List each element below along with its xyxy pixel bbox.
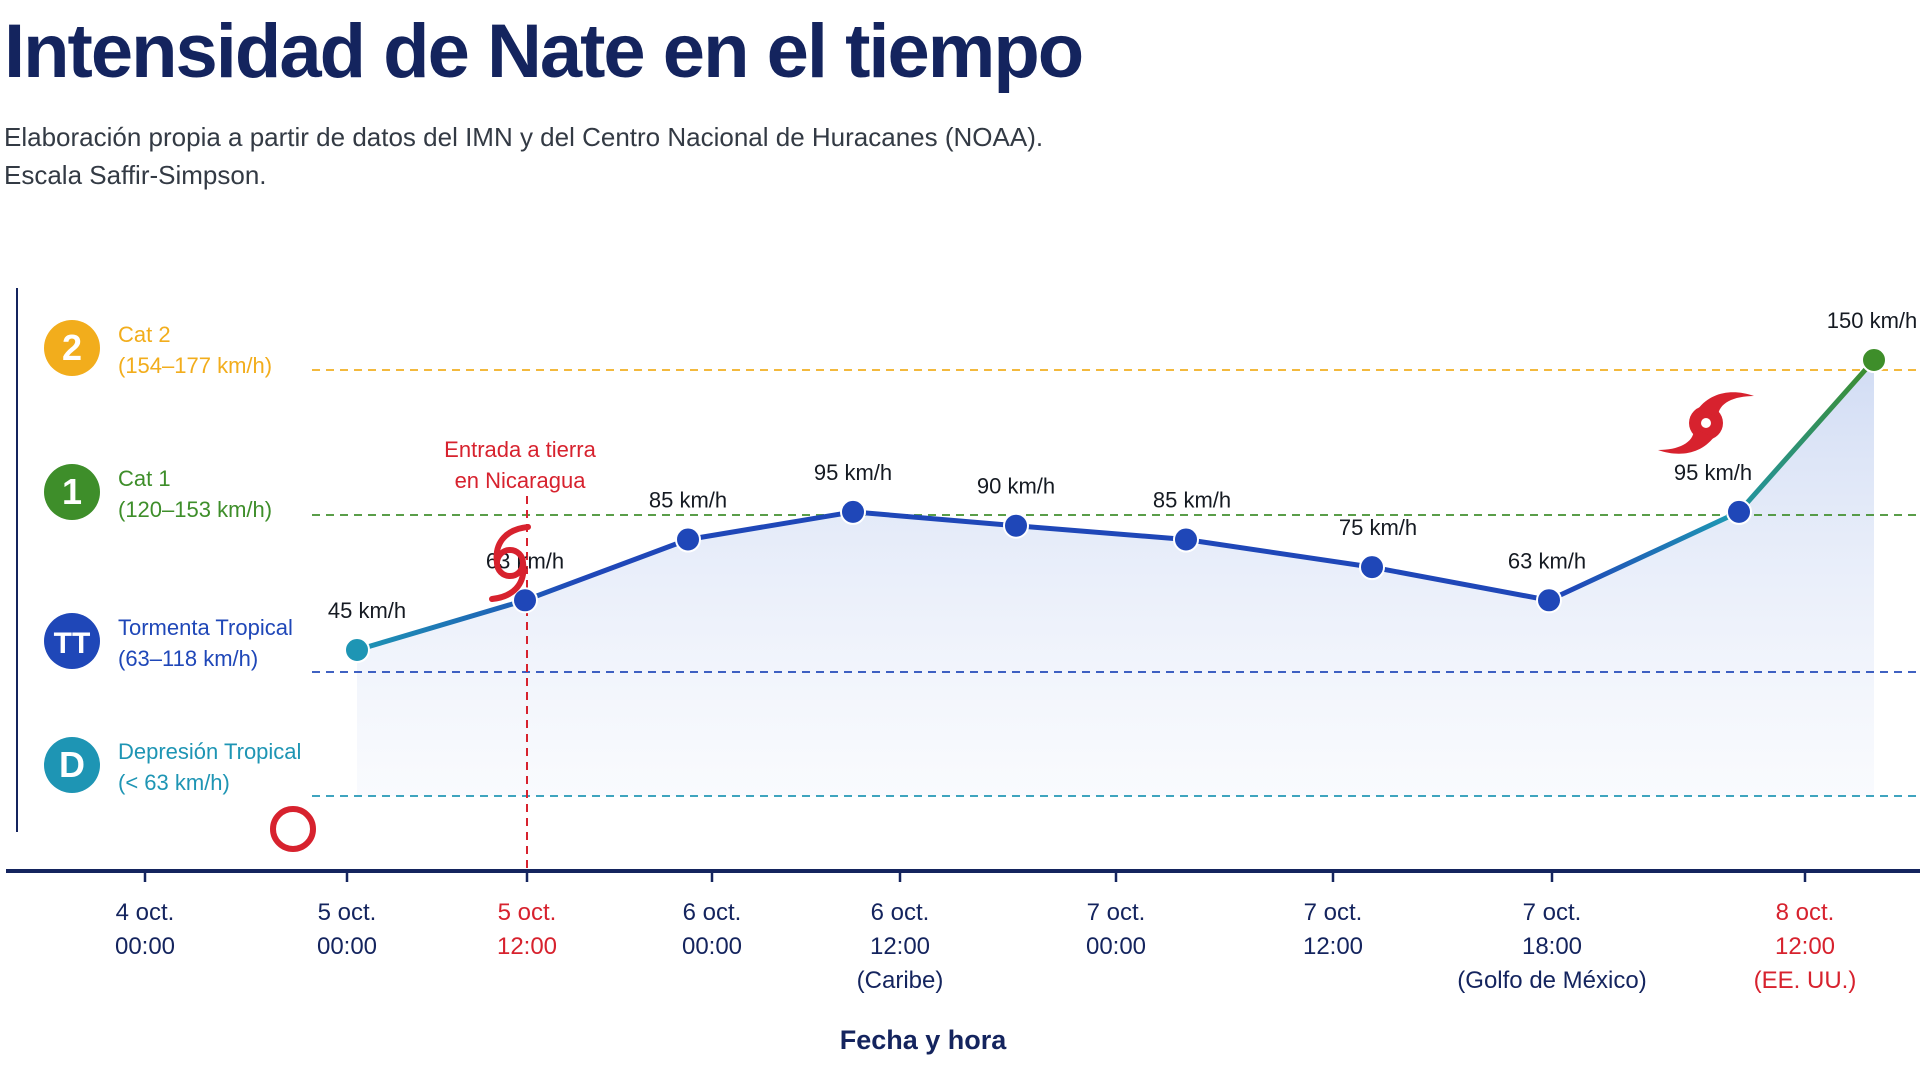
chart-subtitle: Elaboración propia a partir de datos del… — [4, 118, 1043, 194]
x-tick-label-t7-1: 7 oct. — [1523, 899, 1582, 926]
x-tick-label-t6-2: 12:00 — [1303, 933, 1363, 960]
x-tick-label-t6-1: 7 oct. — [1304, 899, 1363, 926]
badge-cat2-icon — [44, 320, 100, 376]
x-tick-label-t7-2: 18:00 — [1522, 933, 1582, 960]
data-label-5: 90 km/h — [977, 474, 1055, 499]
badge-cat2-text: 2 — [62, 327, 82, 368]
data-point-7[interactable] — [1359, 554, 1385, 581]
badge-tt-text: TT — [54, 627, 91, 660]
x-tick-label-t8-1: 8 oct. — [1776, 899, 1835, 926]
data-label-8: 63 km/h — [1508, 548, 1586, 573]
tropical-storm-icon — [489, 524, 531, 602]
data-label-9: 95 km/h — [1674, 460, 1752, 485]
area-under-line — [357, 360, 1874, 796]
data-point-1[interactable] — [344, 637, 370, 663]
x-tick-label-t5-1: 7 oct. — [1087, 899, 1146, 926]
x-tick-label-t1-2: 00:00 — [317, 933, 377, 960]
x-tick-label-t4-2: 12:00 — [870, 933, 930, 960]
subtitle-line-1: Elaboración propia a partir de datos del… — [4, 122, 1044, 152]
data-point-10[interactable] — [1861, 347, 1887, 373]
data-label-7: 75 km/h — [1339, 515, 1417, 540]
hurricane-icon — [1658, 392, 1754, 454]
annotation-landfall-text-2: en Nicaragua — [455, 468, 587, 493]
data-point-2[interactable] — [512, 587, 538, 614]
x-tick-label-t8-3: (EE. UU.) — [1754, 967, 1857, 994]
data-label-4: 95 km/h — [814, 460, 892, 485]
legend-name-cat1: Cat 1 — [118, 466, 171, 491]
legend-name-d: Depresión Tropical — [118, 739, 301, 764]
annotation-landfall-text-1: Entrada a tierra — [444, 437, 596, 462]
x-tick-label-t1-1: 5 oct. — [318, 899, 377, 926]
legend-range-cat2: (154–177 km/h) — [118, 353, 272, 378]
data-point-5[interactable] — [1003, 512, 1029, 539]
x-tick-label-t8-2: 12:00 — [1775, 933, 1835, 960]
badge-cat1-text: 1 — [62, 471, 82, 512]
legend-name-cat2: Cat 2 — [118, 322, 171, 347]
data-label-6: 85 km/h — [1153, 488, 1231, 513]
x-tick-label-t2-2: 12:00 — [497, 933, 557, 960]
data-point-3[interactable] — [675, 526, 701, 553]
data-point-6[interactable] — [1173, 526, 1199, 553]
x-tick-label-t3-2: 00:00 — [682, 933, 742, 960]
data-label-3: 85 km/h — [649, 488, 727, 513]
badge-d-icon — [44, 737, 100, 793]
x-tick-label-t7-3: (Golfo de México) — [1457, 967, 1646, 994]
data-point-8[interactable] — [1536, 587, 1562, 614]
legend-range-tt: (63–118 km/h) — [118, 646, 258, 671]
subtitle-line-2: Escala Saffir-Simpson. — [4, 160, 267, 190]
data-label-10: 150 km/h — [1827, 308, 1918, 333]
x-tick-label-t4-1: 6 oct. — [871, 899, 930, 926]
data-label-1: 45 km/h — [328, 598, 406, 623]
badge-tt-icon — [44, 613, 100, 669]
data-point-9[interactable] — [1726, 498, 1752, 525]
chart-title: Intensidad de Nate en el tiempo — [4, 9, 1084, 94]
x-tick-label-t2-1: 5 oct. — [498, 899, 557, 926]
data-point-4[interactable] — [840, 498, 866, 525]
badge-cat1-icon — [44, 464, 100, 520]
x-tick-label-t0-2: 00:00 — [115, 933, 175, 960]
x-axis-title: Fecha y hora — [840, 1025, 1008, 1055]
series-line — [354, 357, 1877, 653]
x-tick-label-t0-1: 4 oct. — [116, 899, 175, 926]
x-tick-label-t4-3: (Caribe) — [857, 967, 944, 994]
x-tick-label-t5-2: 00:00 — [1086, 933, 1146, 960]
low-pressure-ring-icon — [270, 806, 316, 852]
legend-name-tt: Tormenta Tropical — [118, 615, 293, 640]
legend-range-d: (< 63 km/h) — [118, 770, 230, 795]
x-tick-label-t3-1: 6 oct. — [683, 899, 742, 926]
legend-range-cat1: (120–153 km/h) — [118, 497, 272, 522]
badge-d-text: D — [59, 744, 85, 785]
